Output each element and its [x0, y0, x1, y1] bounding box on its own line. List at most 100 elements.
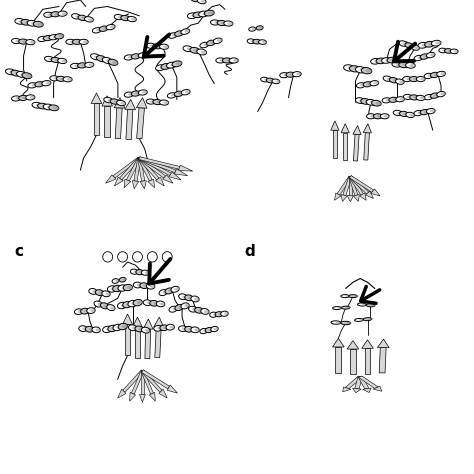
Ellipse shape	[128, 325, 137, 331]
Ellipse shape	[178, 305, 183, 309]
Ellipse shape	[88, 18, 94, 21]
Text: d: d	[244, 244, 255, 259]
Ellipse shape	[424, 55, 429, 57]
Ellipse shape	[213, 313, 218, 316]
Polygon shape	[126, 109, 133, 140]
Polygon shape	[141, 371, 144, 394]
Ellipse shape	[117, 100, 126, 106]
Ellipse shape	[27, 20, 37, 26]
Ellipse shape	[79, 326, 87, 331]
Ellipse shape	[384, 115, 390, 118]
Ellipse shape	[15, 72, 21, 75]
Ellipse shape	[165, 288, 173, 294]
Ellipse shape	[150, 100, 156, 103]
Ellipse shape	[146, 283, 155, 289]
Polygon shape	[360, 193, 366, 201]
Ellipse shape	[210, 20, 219, 25]
Polygon shape	[362, 340, 374, 348]
Ellipse shape	[113, 285, 122, 292]
Polygon shape	[143, 319, 153, 329]
Ellipse shape	[414, 55, 423, 61]
Ellipse shape	[386, 99, 392, 101]
Ellipse shape	[58, 11, 67, 16]
Ellipse shape	[81, 308, 89, 314]
Ellipse shape	[179, 294, 187, 300]
Ellipse shape	[202, 12, 209, 15]
Ellipse shape	[17, 72, 27, 77]
Ellipse shape	[49, 35, 58, 40]
Polygon shape	[140, 181, 146, 189]
Polygon shape	[343, 387, 351, 392]
Ellipse shape	[142, 54, 148, 56]
Ellipse shape	[416, 76, 425, 82]
Ellipse shape	[71, 64, 80, 68]
Ellipse shape	[370, 81, 379, 86]
Ellipse shape	[145, 272, 150, 274]
Ellipse shape	[92, 290, 98, 293]
Ellipse shape	[353, 295, 359, 297]
Ellipse shape	[179, 326, 187, 332]
Ellipse shape	[396, 97, 404, 102]
Ellipse shape	[37, 103, 47, 109]
Ellipse shape	[178, 92, 184, 95]
Ellipse shape	[185, 295, 193, 301]
Ellipse shape	[440, 72, 446, 75]
Ellipse shape	[161, 64, 171, 69]
Ellipse shape	[191, 14, 198, 17]
Ellipse shape	[385, 59, 392, 62]
Ellipse shape	[380, 59, 386, 62]
Ellipse shape	[165, 64, 171, 68]
Ellipse shape	[211, 327, 218, 332]
Ellipse shape	[201, 309, 209, 314]
Ellipse shape	[382, 58, 391, 64]
Text: c: c	[14, 244, 23, 259]
Ellipse shape	[296, 73, 302, 75]
Ellipse shape	[207, 40, 215, 46]
Ellipse shape	[374, 82, 379, 84]
Ellipse shape	[133, 282, 142, 288]
Ellipse shape	[336, 322, 342, 324]
Ellipse shape	[156, 301, 165, 307]
Ellipse shape	[359, 68, 366, 72]
Polygon shape	[341, 194, 347, 201]
Polygon shape	[379, 347, 386, 373]
Polygon shape	[94, 103, 99, 135]
Ellipse shape	[51, 12, 60, 17]
Ellipse shape	[402, 76, 411, 82]
Ellipse shape	[341, 295, 349, 298]
Ellipse shape	[121, 16, 130, 21]
Polygon shape	[137, 98, 147, 108]
Ellipse shape	[11, 38, 21, 44]
Ellipse shape	[283, 73, 289, 76]
Ellipse shape	[434, 94, 439, 97]
Ellipse shape	[197, 13, 203, 16]
Polygon shape	[349, 176, 358, 196]
Ellipse shape	[92, 27, 101, 33]
Polygon shape	[343, 133, 347, 160]
Ellipse shape	[170, 63, 177, 66]
Polygon shape	[364, 133, 369, 160]
Ellipse shape	[440, 92, 446, 95]
Polygon shape	[129, 392, 136, 401]
Ellipse shape	[31, 22, 37, 25]
Ellipse shape	[111, 326, 118, 330]
Ellipse shape	[435, 41, 441, 45]
Ellipse shape	[95, 290, 104, 295]
Ellipse shape	[46, 82, 51, 84]
Ellipse shape	[233, 59, 239, 62]
Ellipse shape	[154, 326, 162, 331]
Ellipse shape	[413, 78, 419, 81]
Ellipse shape	[261, 77, 268, 82]
Ellipse shape	[247, 39, 255, 44]
Ellipse shape	[131, 301, 137, 305]
Ellipse shape	[128, 301, 137, 307]
Ellipse shape	[84, 17, 93, 22]
Ellipse shape	[33, 21, 43, 27]
Polygon shape	[358, 376, 369, 389]
Ellipse shape	[75, 15, 81, 18]
Ellipse shape	[106, 327, 112, 331]
Ellipse shape	[448, 50, 453, 52]
Polygon shape	[123, 314, 133, 324]
Ellipse shape	[96, 28, 102, 31]
Ellipse shape	[428, 74, 433, 77]
